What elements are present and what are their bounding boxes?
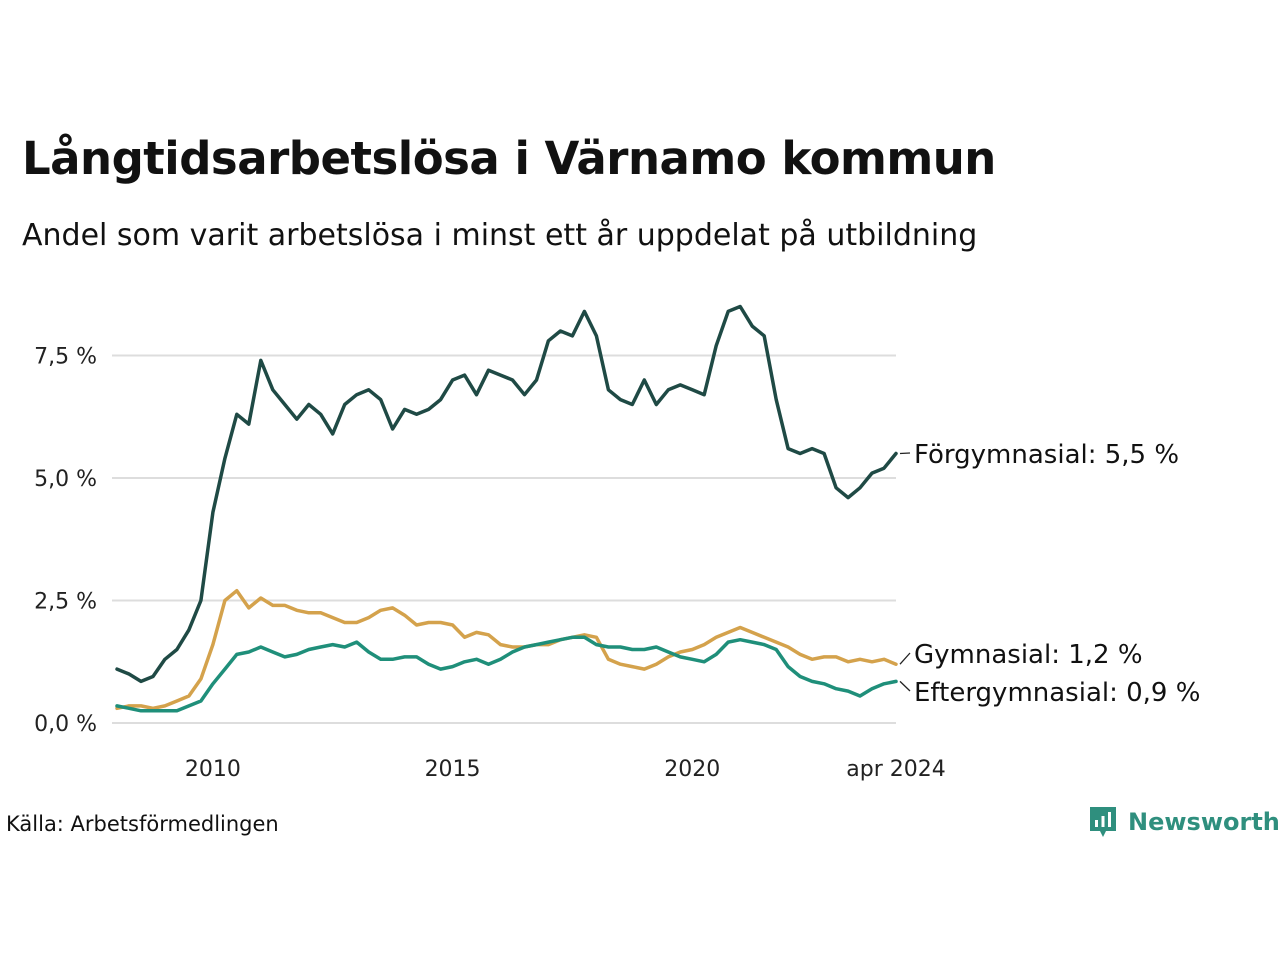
end-label-gymnasial: Gymnasial: 1,2 % bbox=[914, 640, 1143, 670]
chart-title: Långtidsarbetslösa i Värnamo kommun bbox=[22, 132, 996, 185]
y-axis: 0,0 % 2,5 % 5,0 % 7,5 % bbox=[34, 345, 97, 738]
x-axis: 2010 2015 2020 apr 2024 bbox=[185, 757, 946, 782]
end-label-förgymnasial: Förgymnasial: 5,5 % bbox=[914, 440, 1179, 470]
end-label-eftergymnasial: Eftergymnasial: 0,9 % bbox=[914, 678, 1200, 708]
y-tick-label: 2,5 % bbox=[34, 590, 97, 615]
bar-chart-speech-bubble-icon bbox=[1090, 807, 1116, 837]
x-tick-label: 2010 bbox=[185, 757, 241, 782]
x-tick-label: apr 2024 bbox=[846, 757, 945, 782]
series-line-förgymnasial bbox=[115, 304, 898, 684]
brand-logo: Newsworthy bbox=[1088, 805, 1280, 839]
gridlines bbox=[112, 354, 896, 724]
series-line-gymnasial bbox=[115, 588, 898, 711]
chart-subtitle: Andel som varit arbetslösa i minst ett å… bbox=[22, 218, 978, 253]
x-tick-label: 2015 bbox=[425, 757, 481, 782]
leader-line bbox=[899, 652, 911, 665]
y-tick-label: 5,0 % bbox=[34, 467, 97, 492]
brand-name: Newsworthy bbox=[1128, 808, 1280, 836]
y-tick-label: 7,5 % bbox=[34, 345, 97, 370]
series-line-eftergymnasial bbox=[115, 635, 898, 713]
series-lines bbox=[115, 304, 898, 713]
leader-line bbox=[899, 452, 911, 455]
leader-line bbox=[899, 680, 911, 692]
x-tick-label: 2020 bbox=[664, 757, 720, 782]
source-note: Källa: Arbetsförmedlingen bbox=[6, 812, 279, 836]
y-tick-label: 0,0 % bbox=[34, 712, 97, 737]
series-end-labels: Förgymnasial: 5,5 % Gymnasial: 1,2 % Efter… bbox=[899, 440, 1200, 708]
